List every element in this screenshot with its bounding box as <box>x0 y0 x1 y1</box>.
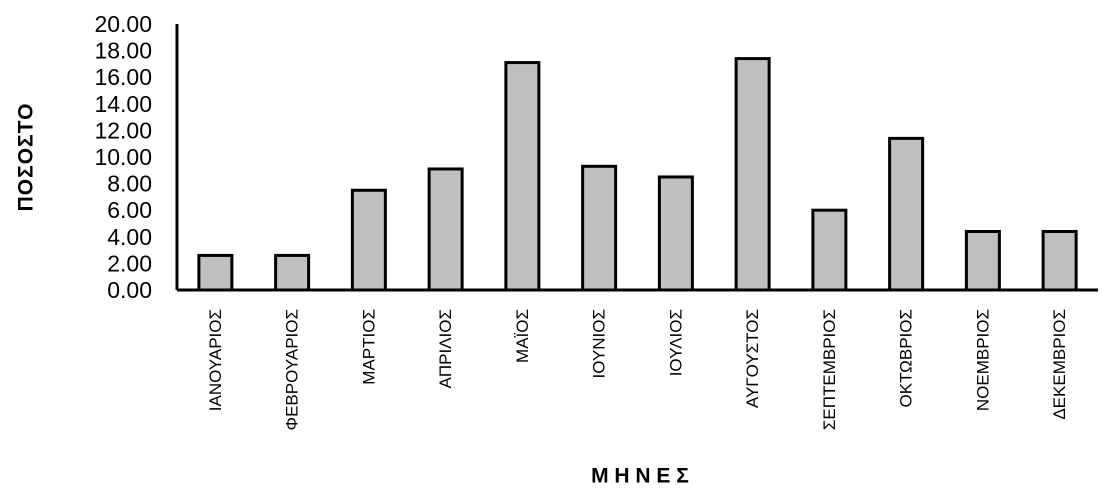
x-tick-label: ΑΠΡΙΛΙΟΣ <box>436 309 455 389</box>
bar <box>504 61 541 292</box>
y-tick-labels: 0.002.004.006.008.0010.0012.0014.0016.00… <box>94 11 152 303</box>
bar <box>197 253 234 292</box>
bar <box>274 253 311 292</box>
bars-layer <box>197 57 1078 292</box>
x-tick-label: ΜΑΡΤΙΟΣ <box>359 309 378 385</box>
y-tick-label: 10.00 <box>94 144 152 170</box>
y-tick-label: 8.00 <box>107 171 152 197</box>
x-axis-title: Μ Η Ν Ε Σ <box>591 465 689 488</box>
y-tick-label: 6.00 <box>107 197 152 223</box>
y-tick-label: 20.00 <box>94 11 152 37</box>
x-tick-label: ΔΕΚΕΜΒΡΙΟΣ <box>1050 309 1069 420</box>
x-tick-label: ΟΚΤΩΒΡΙΟΣ <box>897 309 916 407</box>
y-axis-title: ΠΟΣΟΣΤΟ <box>15 103 38 212</box>
y-tick-label: 2.00 <box>107 250 152 276</box>
bar <box>888 136 925 292</box>
y-tick-label: 0.00 <box>107 277 152 303</box>
x-tick-label: ΙΟΥΛΙΟΣ <box>666 309 685 376</box>
x-tick-label: ΜΑΪΟΣ <box>513 309 532 363</box>
x-tick-label: ΙΟΥΝΙΟΣ <box>590 309 609 378</box>
axes-layer <box>175 24 1098 292</box>
bar <box>657 175 694 292</box>
bar <box>734 57 771 292</box>
y-tick-label: 12.00 <box>94 117 152 143</box>
y-tick-label: 18.00 <box>94 38 152 64</box>
y-tick-label: 16.00 <box>94 64 152 90</box>
y-tick-label: 4.00 <box>107 224 152 250</box>
x-tick-label: ΙΑΝΟΥΑΡΙΟΣ <box>206 309 225 411</box>
bar <box>964 229 1001 292</box>
x-tick-labels: ΙΑΝΟΥΑΡΙΟΣ ΦΕΒΡΟΥΑΡΙΟΣ ΜΑΡΤΙΟΣ ΑΠΡΙΛΙΟΣ ΜΑΪΟ… <box>206 309 1069 430</box>
bar <box>581 164 618 292</box>
bar <box>811 208 848 292</box>
bar <box>350 188 387 292</box>
x-tick-label: ΑΥΓΟΥΣΤΟΣ <box>743 309 762 408</box>
x-tick-label: ΝΟΕΜΒΡΙΟΣ <box>973 309 992 411</box>
bar <box>427 167 464 292</box>
bar <box>1041 229 1078 292</box>
x-tick-label: ΣΕΠΤΕΜΒΡΙΟΣ <box>820 309 839 430</box>
y-tick-label: 14.00 <box>94 91 152 117</box>
x-tick-label: ΦΕΒΡΟΥΑΡΙΟΣ <box>283 309 302 430</box>
